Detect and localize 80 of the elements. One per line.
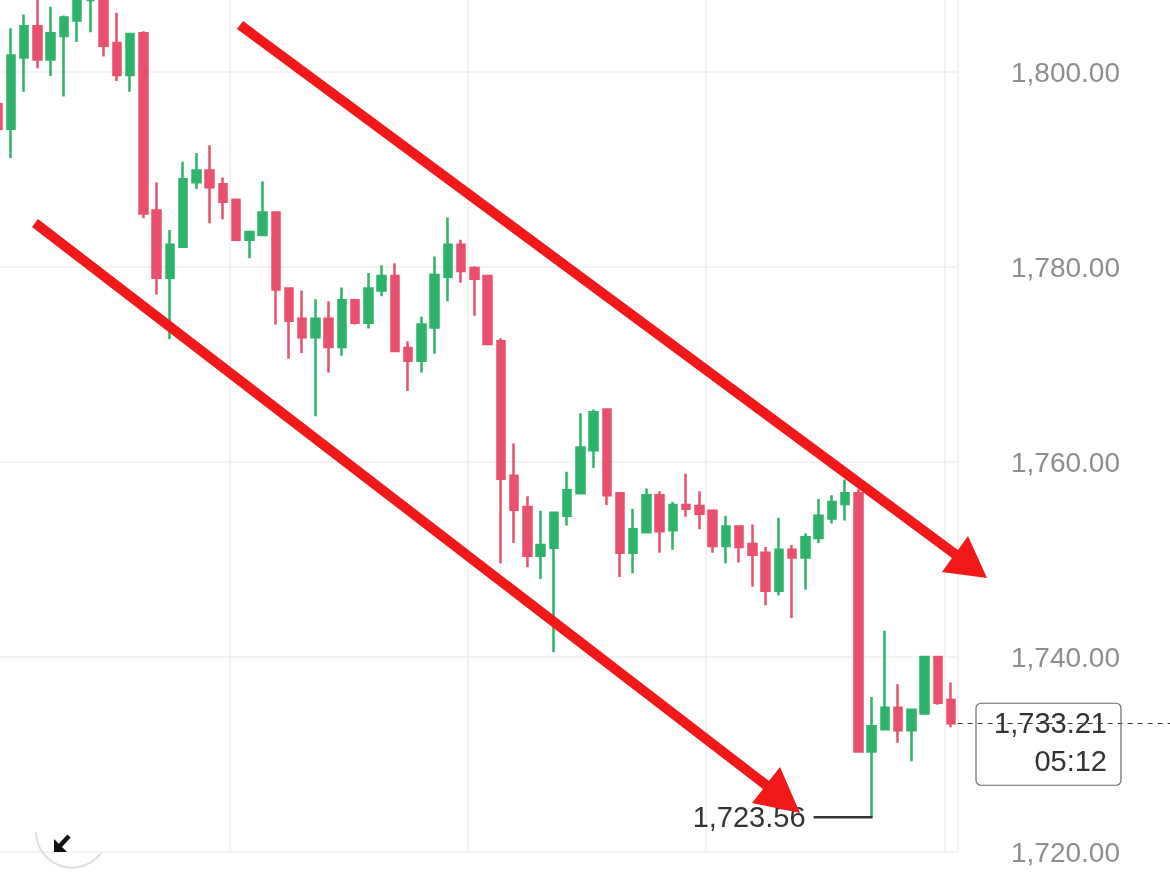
candlestick [866, 695, 877, 819]
candlestick [85, 0, 96, 34]
candlestick [707, 509, 718, 554]
candlestick [165, 228, 175, 341]
candlestick [456, 238, 466, 284]
candlestick [218, 176, 228, 221]
candlestick [694, 490, 705, 531]
candlestick [125, 32, 135, 93]
text: 05:12 [1034, 745, 1107, 778]
candlestick [602, 408, 612, 507]
candlestick [6, 27, 16, 160]
candlestick [588, 408, 599, 470]
y-tick-label: 1,740.00 [1011, 641, 1120, 673]
candlestick [482, 274, 493, 346]
candlestick [72, 0, 82, 44]
candlestick [668, 500, 678, 552]
candlestick [760, 545, 771, 607]
candlestick [654, 490, 665, 554]
candlestick [774, 516, 784, 597]
y-tick-label: 1,720.00 [1011, 836, 1120, 868]
candlestick [496, 337, 506, 565]
candlestick [151, 181, 162, 296]
candlestick [787, 543, 797, 620]
candlestick [19, 13, 29, 93]
annotation: 1,723.56 [692, 801, 806, 834]
ref-line-label: 1,733.21 [994, 707, 1107, 740]
candlestick [310, 298, 321, 418]
candlestick [628, 507, 638, 575]
candlestick [509, 442, 519, 545]
candlestick [191, 151, 202, 191]
candlestick [297, 289, 307, 355]
candlestick [800, 531, 811, 592]
candlestick [827, 493, 837, 525]
candlestick [204, 144, 215, 225]
candlestick [681, 472, 691, 518]
candlestick [59, 14, 69, 98]
y-tick-label: 1,800.00 [1011, 56, 1120, 88]
candlestick [562, 470, 572, 527]
candlestick [350, 298, 360, 326]
candlestick [840, 478, 850, 522]
candlestick [641, 487, 652, 534]
candlestick [919, 655, 930, 715]
candlestick [615, 492, 625, 579]
candlestick [906, 707, 917, 763]
candlestick [721, 514, 731, 565]
candlestick [535, 509, 546, 581]
candlestick [813, 497, 824, 545]
candlestick [549, 511, 559, 654]
candlestick [575, 412, 586, 495]
y-tick-label: 1,780.00 [1011, 251, 1120, 283]
candlestick [45, 5, 56, 78]
candlestick [893, 683, 903, 745]
candlestick [416, 315, 427, 374]
candlestick [112, 11, 122, 83]
candlestick [747, 523, 758, 589]
candlestick [522, 494, 533, 569]
candlestick [734, 525, 744, 564]
candlestick [880, 629, 890, 731]
candlestick [376, 263, 387, 298]
candlestick [257, 180, 268, 237]
y-tick-label: 1,760.00 [1011, 446, 1120, 478]
candlestick [231, 198, 241, 242]
candlestick [337, 286, 347, 358]
candlestick [98, 0, 109, 58]
candlestick [933, 655, 943, 707]
candlestick [403, 339, 413, 393]
candlestick [323, 299, 334, 374]
candlestick [469, 264, 480, 318]
candlestick [443, 216, 453, 303]
candlestick [390, 261, 400, 353]
candlestick [363, 271, 374, 330]
candlestick [271, 211, 281, 326]
candlestick [853, 488, 864, 753]
candlestick [178, 160, 188, 248]
candlestick [32, 0, 43, 70]
candlestick [429, 255, 440, 356]
candlestick [244, 230, 255, 260]
candlestick [284, 287, 294, 360]
candlestick [946, 681, 956, 729]
candlestick [138, 29, 149, 220]
